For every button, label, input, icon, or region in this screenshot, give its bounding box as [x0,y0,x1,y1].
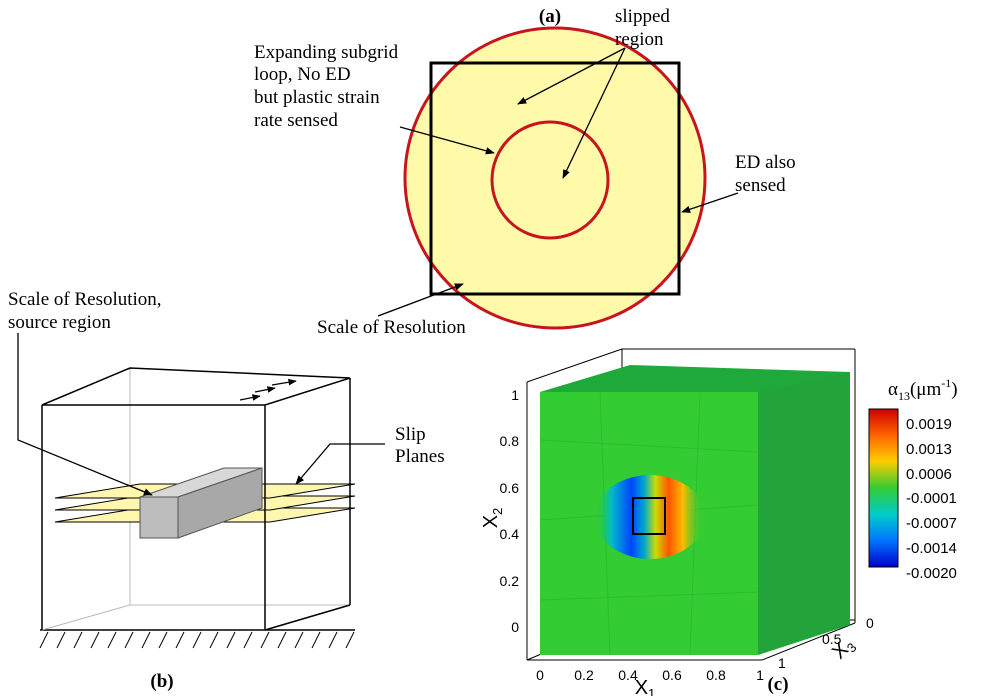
x2-tick-0.8: 0.8 [500,433,520,449]
slipped-region-label: slipped region [615,6,675,50]
inner-loop-circle [490,120,610,240]
source-prism-front [139,496,179,539]
legend-value-1: 0.0013 [906,441,952,458]
x3-tick-0.5: 0.5 [822,631,842,647]
slipped-arrow-outer [517,47,626,105]
shear-arrow-1 [239,394,261,401]
x2-axis: 1 0.8 0.6 0.4 0.2 0 [500,387,520,635]
panel-c: 1 0.8 0.6 0.4 0.2 0 X2 0 0.2 0.4 0.6 0.8… [480,348,958,696]
alpha-hotspot [595,475,705,559]
x2-tick-0.4: 0.4 [500,526,520,542]
source-region-arrow [17,333,153,496]
legend-value-4: -0.0007 [906,515,957,532]
panel-c-label: (c) [767,674,788,695]
x2-axis-label: X2 [480,508,505,529]
x1-tick-0.4: 0.4 [618,667,638,683]
x1-tick-1: 1 [756,667,764,683]
cube-right-face [758,372,850,655]
shear-arrow-3 [271,378,297,386]
slipped-arrow-inner [562,47,626,179]
resolution-box [632,497,666,535]
x1-axis-label: X1 [635,677,656,696]
x3-axis: 0 0.5 1 [778,615,874,671]
x2-tick-0: 0 [511,619,519,635]
panel-a: (a) slipped region Expanding subgrid loo… [254,6,800,338]
panel-b-label: (b) [150,671,173,692]
panel-b: Scale of Resolution, source region Slip … [8,289,445,692]
x1-tick-0.8: 0.8 [706,667,726,683]
ground-hatching [39,631,355,649]
expanding-loop-label: Expanding subgrid loop, No ED but plasti… [254,42,403,131]
outer-slipped-circle [403,26,707,330]
cube-top-face [540,365,850,392]
legend-title: α13(μm-1) [888,376,958,403]
scale-of-resolution-label: Scale of Resolution [317,317,466,338]
legend-value-0: 0.0019 [906,416,952,433]
color-legend: α13(μm-1) 0.0019 0.0013 0.0006 -0.0001 -… [868,376,958,582]
x3-tick-0: 0 [866,615,874,631]
source-prism-side [177,467,263,539]
slip-planes-label: Slip Planes [395,424,445,467]
legend-colorbar [868,408,899,568]
x2-tick-0.6: 0.6 [500,480,520,496]
x2-tick-0.2: 0.2 [500,573,520,589]
legend-value-3: -0.0001 [906,490,957,507]
legend-value-6: -0.0020 [906,565,957,582]
legend-value-2: 0.0006 [906,466,952,483]
x1-tick-0.6: 0.6 [662,667,682,683]
x1-tick-0: 0 [536,667,544,683]
resolution-square [429,61,681,296]
box-visible-edges [41,367,351,631]
expanding-loop-arrow [399,126,495,155]
ed-sensed-arrow [681,192,739,213]
legend-value-5: -0.0014 [906,540,957,557]
x2-tick-1: 1 [511,387,519,403]
ed-sensed-label: ED also sensed [735,152,800,196]
scale-of-resolution-arrow [377,283,464,317]
slip-planes-arrow [295,443,385,485]
shear-arrow-2 [254,386,276,393]
x1-tick-0.2: 0.2 [574,667,594,683]
x3-tick-1: 1 [778,655,786,671]
x1-axis: 0 0.2 0.4 0.6 0.8 1 [536,667,764,683]
source-region-label: Scale of Resolution, source region [8,289,166,333]
panel-a-label: (a) [539,6,561,27]
